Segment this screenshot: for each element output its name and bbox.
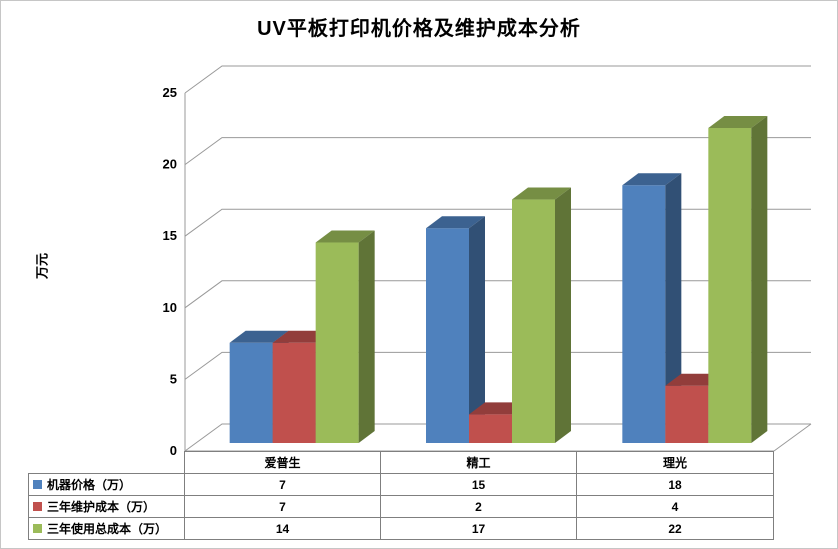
bar-series2-cat2 [708, 115, 768, 444]
bar-series2-cat1 [512, 187, 571, 443]
gridline [184, 137, 811, 166]
bar-front [512, 199, 555, 443]
bar-series0-cat1 [426, 216, 485, 443]
bar-front [708, 127, 752, 444]
bar-top [512, 187, 571, 200]
category-header-cell: 理光 [576, 451, 774, 474]
category-header-cell: 爱普生 [184, 451, 381, 474]
bar-top [622, 173, 682, 186]
bar-front [665, 385, 709, 443]
bar-front [426, 228, 469, 443]
value-cell: 15 [380, 473, 577, 496]
table-corner-blank [29, 452, 185, 474]
bar-front [469, 414, 512, 443]
y-tick-label: 25 [163, 85, 177, 100]
table-series-row: 三年维护成本（万） 7 2 4 [28, 495, 774, 518]
series-name-label: 机器价格（万） [47, 478, 132, 492]
series-color-swatch-icon [33, 502, 42, 512]
data-table: 爱普生 精工 理光 机器价格（万） 7 15 18 三年维护成本（万） 7 2 4 三年使用总成本（万… [28, 451, 774, 540]
value-cell: 17 [380, 517, 577, 540]
value-cell: 7 [184, 473, 381, 496]
table-series-row: 机器价格（万） 7 15 18 [28, 473, 774, 496]
y-tick-label: 0 [170, 443, 177, 458]
value-cell: 22 [576, 517, 774, 540]
series-color-swatch-icon [33, 524, 42, 534]
bar-front [272, 342, 316, 443]
category-header-cell: 精工 [380, 451, 577, 474]
gridline [184, 351, 811, 380]
gridline [184, 423, 811, 452]
series-legend-cell: 机器价格（万） [28, 473, 185, 496]
table-series-row: 三年使用总成本（万） 14 17 22 [28, 517, 774, 540]
bar-top [708, 115, 768, 128]
y-tick-label: 10 [163, 300, 177, 315]
value-cell: 18 [576, 473, 774, 496]
y-tick-label: 15 [163, 228, 177, 243]
series-legend-cell: 三年维护成本（万） [28, 495, 185, 518]
bar-series2-cat0 [315, 230, 375, 443]
value-cell: 7 [184, 495, 381, 518]
bar-side [751, 115, 768, 444]
bar-front [622, 185, 666, 444]
bar-top [426, 216, 485, 229]
y-tick-label: 20 [163, 157, 177, 172]
series-color-swatch-icon [33, 480, 42, 490]
bar-series0-cat2 [622, 173, 682, 444]
bar-side [469, 216, 485, 443]
chart-data-table-grid: 爱普生 精工 理光 机器价格（万） 7 15 18 三年维护成本（万） 7 2 4 三年使用总成本（万… [28, 451, 774, 540]
chart-title: UV平板打印机价格及维护成本分析 [257, 18, 581, 40]
gridline [184, 65, 811, 94]
series-legend-cell: 三年使用总成本（万） [28, 517, 185, 540]
y-tick-label: 5 [170, 371, 177, 386]
value-cell: 2 [380, 495, 577, 518]
bar-side [665, 173, 682, 444]
bar-top [315, 230, 375, 243]
series-name-label: 三年维护成本（万） [47, 500, 156, 514]
bar-front [315, 242, 359, 443]
bar-front [229, 342, 273, 443]
gridline [184, 208, 811, 237]
bar-top [229, 330, 289, 343]
floor-right-edge [773, 423, 812, 452]
table-header-row: 爱普生 精工 理光 [29, 451, 774, 474]
value-cell: 4 [576, 495, 774, 518]
bar-side [555, 187, 571, 443]
gridline [184, 280, 811, 309]
bar-side [358, 230, 375, 443]
series-name-label: 三年使用总成本（万） [47, 522, 168, 536]
value-cell: 14 [184, 517, 381, 540]
